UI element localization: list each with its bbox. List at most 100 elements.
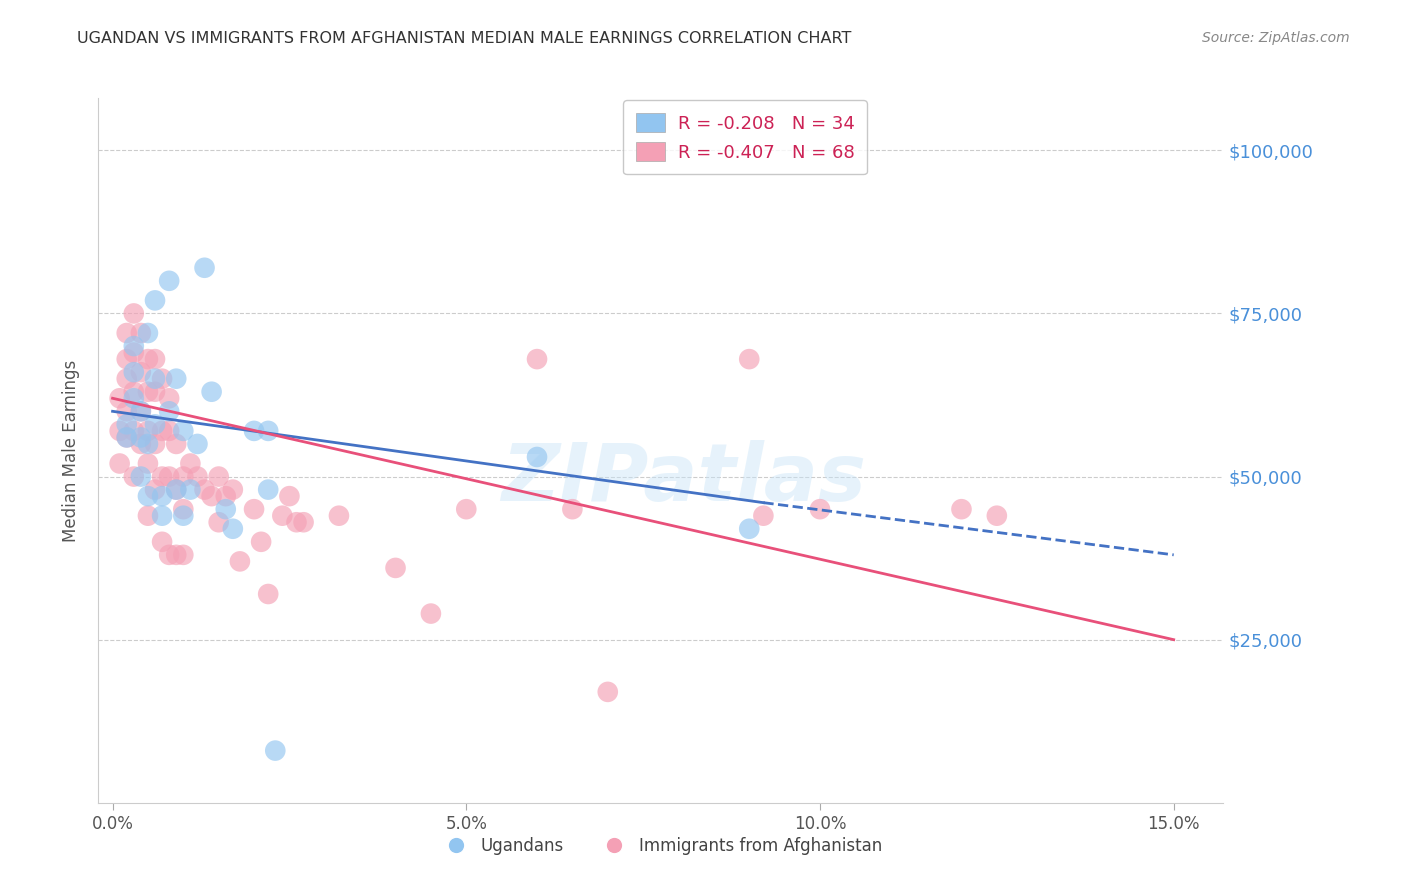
Point — [165, 548, 187, 562]
Point — [115, 372, 138, 386]
Point — [143, 372, 166, 386]
Point — [243, 424, 266, 438]
Y-axis label: Median Male Earnings: Median Male Earnings — [62, 359, 80, 541]
Point — [143, 293, 166, 308]
Point — [115, 430, 138, 444]
Point — [285, 515, 308, 529]
Point — [172, 548, 194, 562]
Point — [143, 483, 166, 497]
Point — [172, 502, 194, 516]
Point — [165, 483, 187, 497]
Point — [456, 502, 478, 516]
Point — [172, 424, 194, 438]
Point — [222, 522, 245, 536]
Point — [292, 515, 315, 529]
Point — [115, 430, 138, 444]
Point — [157, 424, 180, 438]
Point — [157, 274, 180, 288]
Point — [143, 352, 166, 367]
Point — [257, 587, 280, 601]
Point — [129, 430, 152, 444]
Point — [150, 469, 173, 483]
Point — [108, 391, 131, 405]
Point — [157, 548, 180, 562]
Point — [157, 469, 180, 483]
Point — [278, 489, 301, 503]
Point — [738, 522, 761, 536]
Point — [122, 391, 145, 405]
Point — [222, 483, 245, 497]
Legend: Ugandans, Immigrants from Afghanistan: Ugandans, Immigrants from Afghanistan — [433, 830, 889, 862]
Point — [186, 469, 208, 483]
Point — [165, 437, 187, 451]
Point — [208, 515, 231, 529]
Point — [150, 534, 173, 549]
Point — [752, 508, 775, 523]
Point — [229, 554, 252, 568]
Point — [115, 417, 138, 432]
Point — [136, 437, 159, 451]
Point — [208, 469, 231, 483]
Point — [179, 457, 201, 471]
Point — [122, 339, 145, 353]
Point — [122, 424, 145, 438]
Point — [172, 469, 194, 483]
Point — [108, 424, 131, 438]
Point — [115, 352, 138, 367]
Point — [143, 437, 166, 451]
Point — [136, 489, 159, 503]
Point — [129, 469, 152, 483]
Point — [122, 365, 145, 379]
Point — [136, 326, 159, 340]
Point — [808, 502, 831, 516]
Point — [201, 489, 224, 503]
Point — [215, 502, 238, 516]
Point — [596, 685, 619, 699]
Point — [250, 534, 273, 549]
Point — [143, 417, 166, 432]
Point — [129, 326, 152, 340]
Point — [257, 483, 280, 497]
Point — [150, 489, 173, 503]
Point — [129, 437, 152, 451]
Point — [165, 372, 187, 386]
Point — [122, 306, 145, 320]
Point — [526, 450, 548, 464]
Point — [193, 260, 215, 275]
Point — [264, 743, 287, 757]
Point — [129, 365, 152, 379]
Point — [186, 437, 208, 451]
Point — [136, 424, 159, 438]
Point — [165, 483, 187, 497]
Point — [561, 502, 583, 516]
Point — [243, 502, 266, 516]
Point — [201, 384, 224, 399]
Point — [150, 424, 173, 438]
Point — [271, 508, 294, 523]
Point — [136, 352, 159, 367]
Point — [215, 489, 238, 503]
Point — [115, 404, 138, 418]
Point — [157, 404, 180, 418]
Point — [108, 457, 131, 471]
Point — [122, 384, 145, 399]
Point — [129, 404, 152, 418]
Point — [986, 508, 1008, 523]
Point — [136, 384, 159, 399]
Point — [193, 483, 215, 497]
Point — [950, 502, 973, 516]
Text: UGANDAN VS IMMIGRANTS FROM AFGHANISTAN MEDIAN MALE EARNINGS CORRELATION CHART: UGANDAN VS IMMIGRANTS FROM AFGHANISTAN M… — [77, 31, 852, 46]
Point — [172, 508, 194, 523]
Point — [328, 508, 350, 523]
Point — [115, 326, 138, 340]
Point — [150, 508, 173, 523]
Point — [419, 607, 441, 621]
Point — [526, 352, 548, 367]
Point — [122, 469, 145, 483]
Text: ZIPatlas: ZIPatlas — [501, 440, 866, 517]
Point — [384, 561, 406, 575]
Text: Source: ZipAtlas.com: Source: ZipAtlas.com — [1202, 31, 1350, 45]
Point — [179, 483, 201, 497]
Point — [150, 372, 173, 386]
Point — [257, 424, 280, 438]
